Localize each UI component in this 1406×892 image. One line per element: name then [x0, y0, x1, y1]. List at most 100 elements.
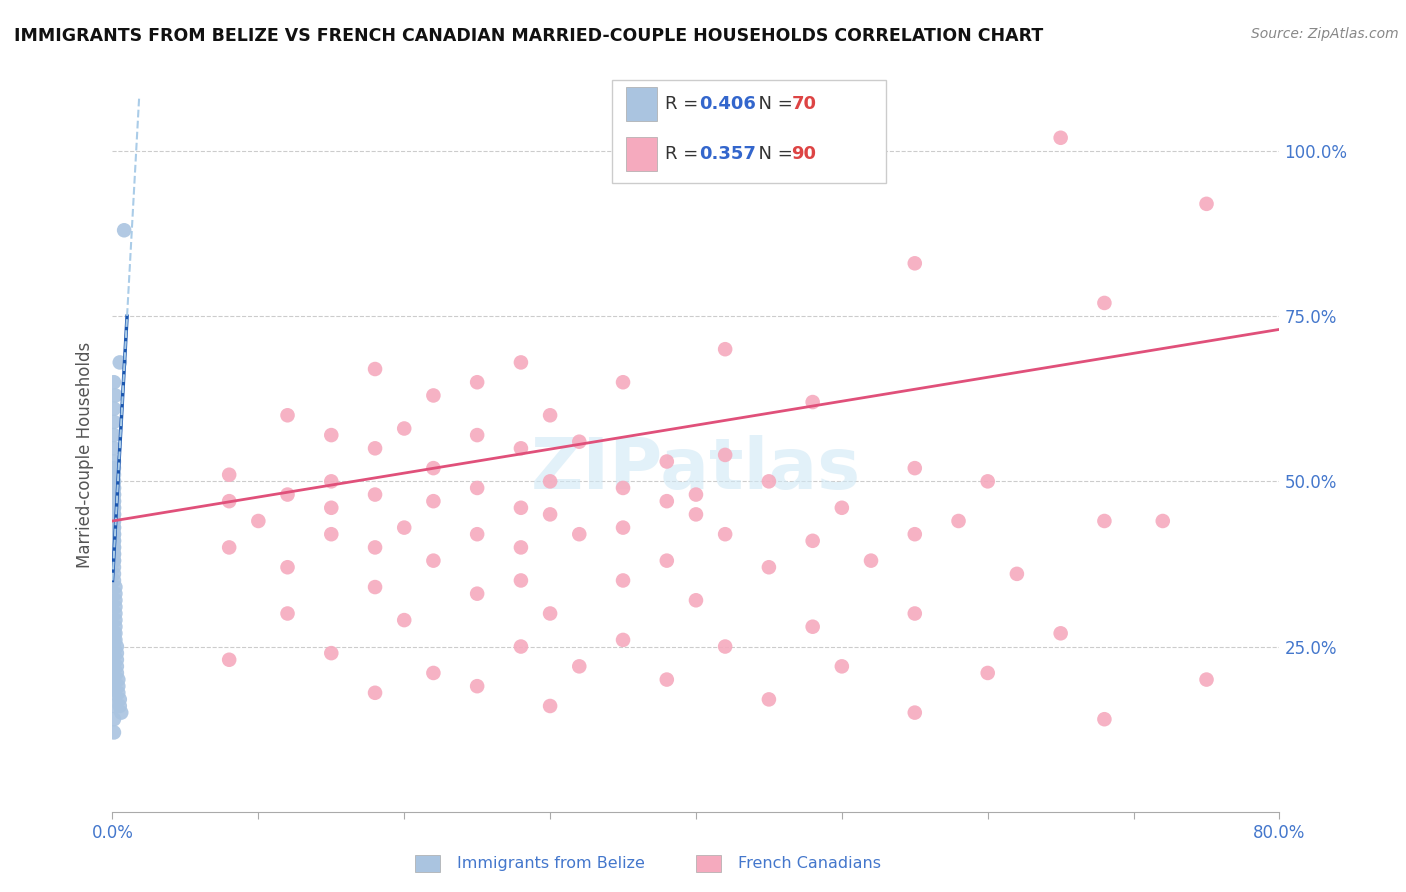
Point [831, 500, 853, 515]
Point [103, 574, 125, 588]
Point [976, 665, 998, 680]
Point [218, 541, 240, 555]
Point [904, 461, 927, 475]
Point [364, 487, 387, 501]
Point [714, 640, 737, 654]
Point [103, 554, 125, 568]
Y-axis label: Married-couple Households: Married-couple Households [76, 342, 94, 568]
Point [321, 428, 343, 442]
Point [538, 508, 561, 522]
Point [1094, 296, 1116, 310]
Text: IMMIGRANTS FROM BELIZE VS FRENCH CANADIAN MARRIED-COUPLE HOUSEHOLDS CORRELATION : IMMIGRANTS FROM BELIZE VS FRENCH CANADIA… [14, 27, 1043, 45]
Point [465, 428, 488, 442]
Point [422, 554, 444, 568]
Point [276, 560, 298, 574]
Point [103, 487, 125, 501]
Point [218, 653, 240, 667]
Point [103, 514, 125, 528]
Point [103, 533, 125, 548]
Point [538, 607, 561, 621]
Point [655, 494, 678, 508]
Point [103, 659, 125, 673]
Text: Immigrants from Belize: Immigrants from Belize [457, 856, 645, 871]
Point [801, 620, 824, 634]
Point [103, 494, 125, 508]
Point [1094, 712, 1116, 726]
Point [103, 428, 125, 442]
Point [110, 706, 132, 720]
Point [1049, 130, 1071, 145]
Point [321, 475, 343, 489]
Point [538, 475, 561, 489]
Point [104, 626, 127, 640]
Point [509, 355, 531, 369]
Point [904, 256, 927, 270]
Point [105, 665, 128, 680]
Point [105, 653, 128, 667]
Point [831, 659, 853, 673]
Point [465, 587, 488, 601]
Point [364, 362, 387, 376]
Point [655, 673, 678, 687]
Point [103, 475, 125, 489]
Point [103, 514, 125, 528]
Point [103, 640, 125, 654]
Text: R =: R = [665, 95, 704, 113]
Point [103, 481, 125, 495]
Point [104, 599, 127, 614]
Point [103, 487, 125, 501]
Point [612, 520, 634, 534]
Point [103, 454, 125, 468]
Text: 90: 90 [792, 145, 817, 162]
Point [394, 520, 416, 534]
Point [714, 342, 737, 356]
Point [509, 541, 531, 555]
Text: N =: N = [747, 95, 799, 113]
Text: N =: N = [747, 145, 799, 162]
Point [538, 409, 561, 423]
Point [103, 376, 125, 390]
Point [758, 560, 780, 574]
Point [276, 607, 298, 621]
Point [976, 475, 998, 489]
Point [108, 698, 131, 713]
Point [394, 421, 416, 435]
Point [860, 554, 883, 568]
Point [103, 533, 125, 548]
Point [422, 494, 444, 508]
Point [112, 223, 135, 237]
Point [103, 646, 125, 660]
Point [103, 481, 125, 495]
Point [801, 533, 824, 548]
Point [364, 686, 387, 700]
Point [103, 401, 125, 416]
Point [509, 574, 531, 588]
Point [108, 692, 131, 706]
Text: 0.406: 0.406 [699, 95, 755, 113]
Point [1094, 514, 1116, 528]
Point [103, 461, 125, 475]
Point [108, 355, 131, 369]
Point [321, 500, 343, 515]
Point [904, 607, 927, 621]
Point [758, 692, 780, 706]
Point [103, 442, 125, 456]
Point [685, 593, 707, 607]
Point [103, 673, 125, 687]
Point [948, 514, 970, 528]
Point [107, 686, 129, 700]
Point [538, 698, 561, 713]
Point [801, 395, 824, 409]
Point [103, 500, 125, 515]
Point [103, 725, 125, 739]
Point [612, 481, 634, 495]
Point [685, 508, 707, 522]
Point [103, 626, 125, 640]
Point [276, 487, 298, 501]
Point [509, 640, 531, 654]
Point [904, 527, 927, 541]
Point [103, 508, 125, 522]
Point [1152, 514, 1174, 528]
Point [103, 520, 125, 534]
Point [218, 467, 240, 482]
